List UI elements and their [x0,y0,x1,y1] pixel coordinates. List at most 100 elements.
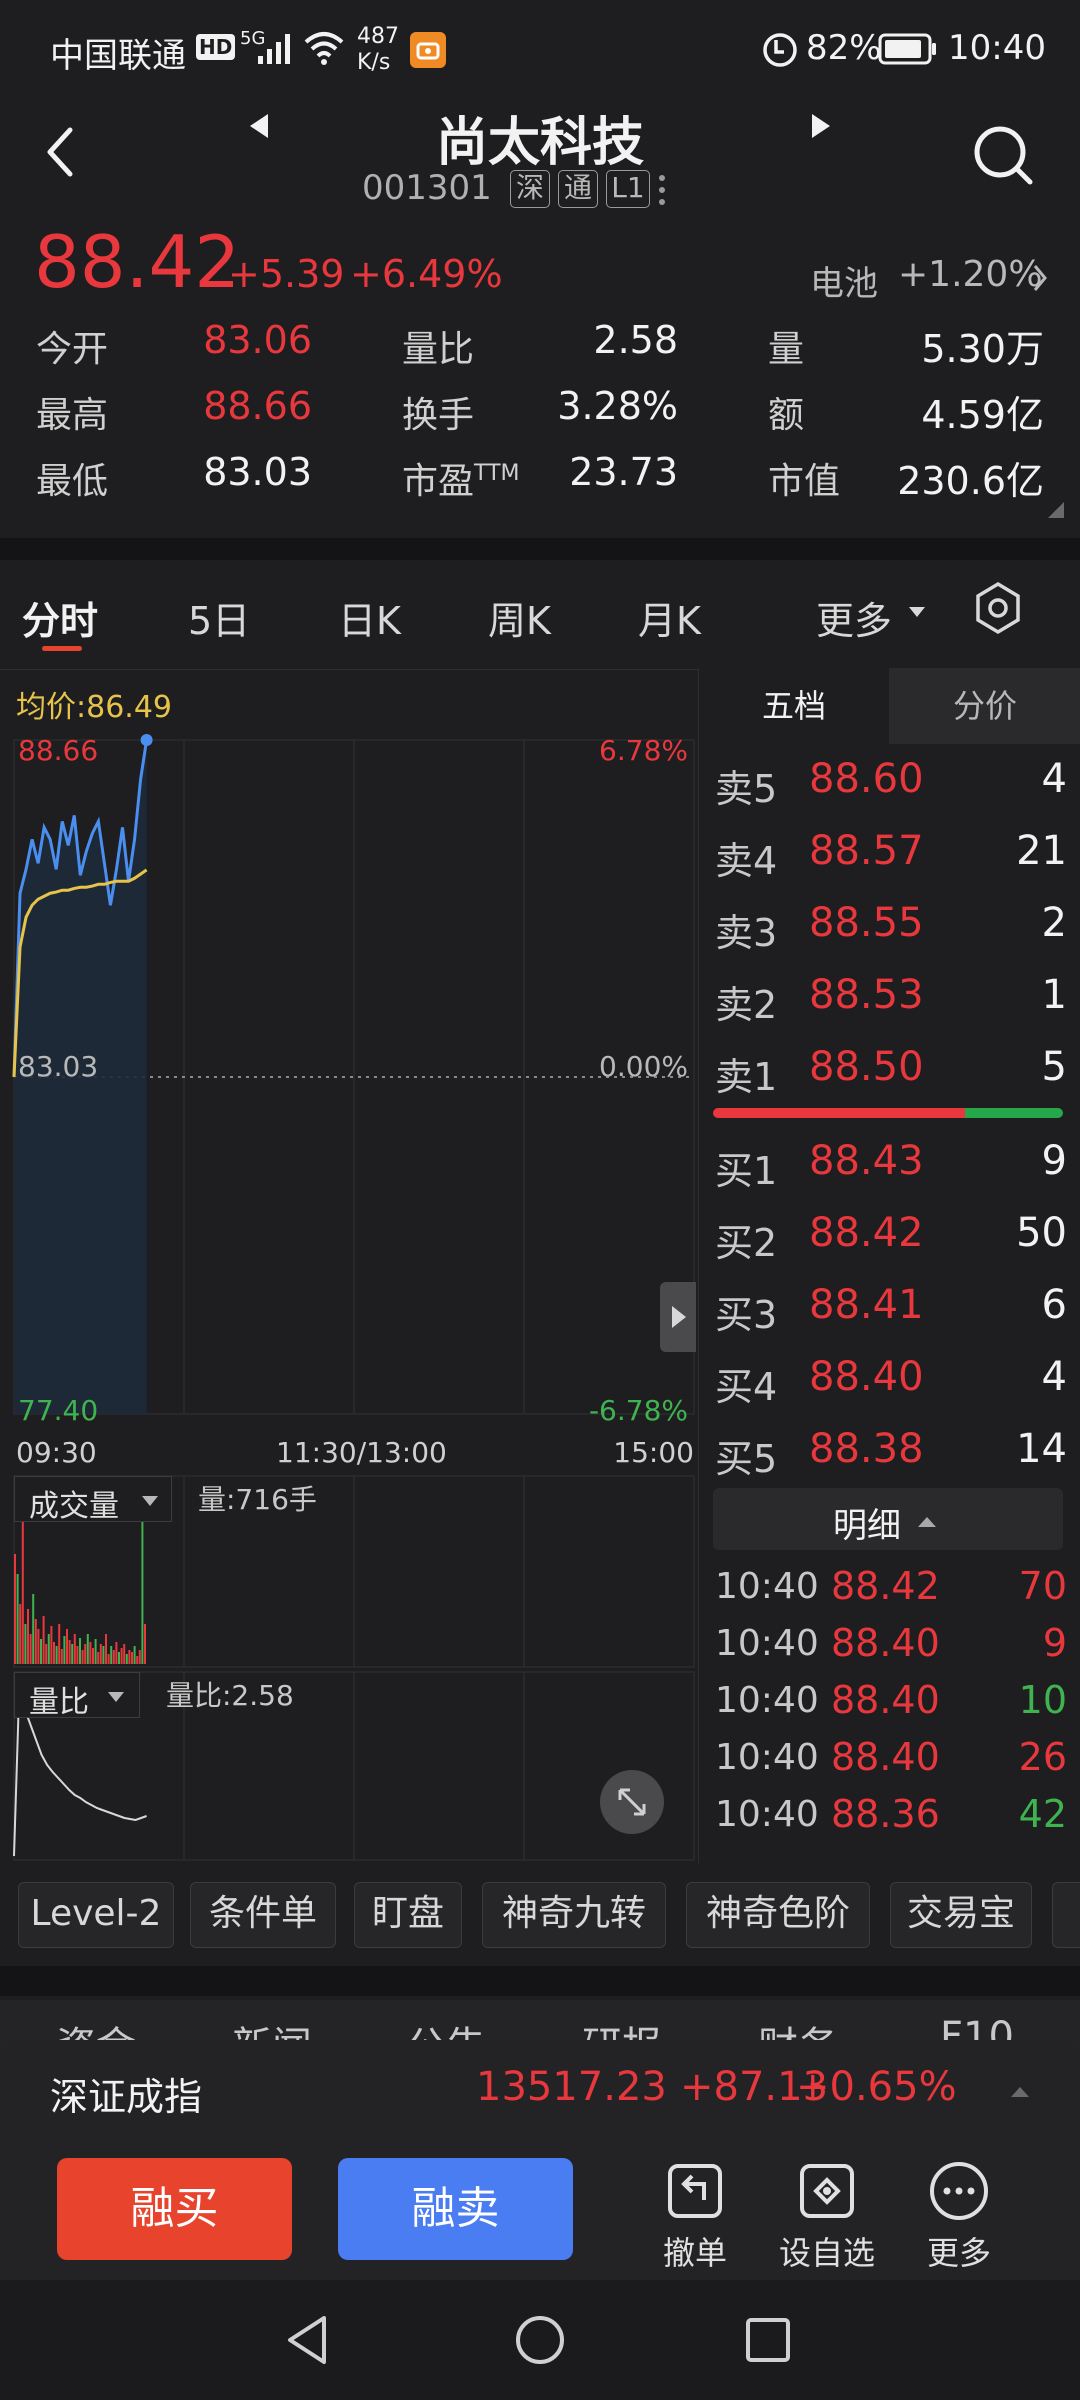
nav-home-icon[interactable] [512,2310,568,2370]
battery-percent: 82% [806,28,882,68]
bid-row[interactable]: 买5 88.38 14 [699,1420,1080,1486]
tab-5day[interactable]: 5日 [188,599,251,643]
index-name: 深证成指 [50,2075,203,2119]
price-line-chart[interactable] [0,728,698,1434]
bid-row[interactable]: 买2 88.42 50 [699,1204,1080,1270]
trade-treasure-button[interactable]: 交易宝 [890,1882,1032,1948]
tick-time: 10:40 [715,1623,819,1664]
cancel-order-icon[interactable] [664,2160,726,2222]
tab-price-distribution[interactable]: 分价 [889,668,1080,744]
tab-intraday[interactable]: 分时 [22,599,99,643]
index-ticker[interactable]: 深证成指 13517.23 +87.13 +0.65% [0,2040,1080,2140]
level2-button[interactable]: Level-2 [18,1882,174,1948]
ratio-selector-label: 量比 [29,1685,89,1720]
tab-daily-k[interactable]: 日K [338,599,401,643]
volume-bar [128,1650,131,1664]
bid-volume: 9 [1041,1138,1067,1184]
magic-color-button[interactable]: 神奇色阶 [686,1882,870,1948]
nav-recents-icon[interactable] [740,2310,796,2370]
sector-name[interactable]: 电池 [810,264,878,304]
nav-back-icon[interactable] [280,2310,336,2370]
index-value: 13517.23 [476,2064,667,2110]
index-change-percent: +0.65% [796,2064,957,2110]
volume-ratio-chart[interactable] [0,1670,698,1863]
volume-bar-chart[interactable] [0,1474,698,1669]
settings-hexagon-icon[interactable] [972,580,1024,636]
sector-change[interactable]: +1.20% [898,254,1043,295]
bid-volume: 4 [1041,1354,1067,1400]
volume-bar [86,1634,89,1664]
back-icon[interactable] [40,122,80,182]
ratio-value-label: 量比:2.58 [166,1679,294,1712]
tab-five-levels[interactable]: 五档 [699,668,889,744]
bid-price: 88.41 [809,1282,924,1328]
add-watchlist-label[interactable]: 设自选 [778,2234,875,2272]
more-dots-icon[interactable] [656,170,668,210]
search-icon[interactable] [968,120,1038,190]
bid-price: 88.38 [809,1426,924,1472]
bid-levels: 买1 88.43 9 买2 88.42 50 买3 88.41 6 买4 88.40 … [699,1132,1080,1492]
market-tag: 深 [510,170,550,208]
stat-label-volume-ratio: 量比 [402,329,475,370]
volume-bar [79,1638,81,1664]
ask-level-label: 卖4 [715,839,778,883]
volume-bar [92,1648,94,1664]
y-axis-mid-label: 83.03 [18,1050,99,1083]
ask-row[interactable]: 卖3 88.55 2 [699,894,1080,960]
volume-bar [73,1634,76,1664]
ask-row[interactable]: 卖1 88.50 5 [699,1038,1080,1104]
volume-bar [16,1574,19,1664]
chevron-right-icon[interactable] [1030,262,1050,294]
stat-label-pe-sup: TTM [474,461,520,486]
more-options-label[interactable]: 更多 [926,2234,991,2272]
caret-down-icon[interactable] [908,604,926,618]
net-speed-value: 487 [357,24,399,49]
volume-bar [76,1646,79,1664]
dropdown-caret-icon [107,1689,125,1703]
volume-bar [94,1639,97,1664]
conditional-order-button[interactable]: 条件单 [190,1882,336,1948]
ratio-selector[interactable]: 量比 [14,1672,140,1720]
ask-row[interactable]: 卖5 88.60 4 [699,750,1080,816]
volume-bar [19,1604,22,1664]
more-options-icon[interactable] [928,2160,990,2222]
ask-row[interactable]: 卖2 88.53 1 [699,966,1080,1032]
volume-value-label: 量:716手 [198,1483,317,1516]
time-mid-label: 11:30/13:00 [276,1436,447,1469]
tab-monthly-k[interactable]: 月K [638,599,701,643]
prev-stock-icon[interactable] [244,106,274,146]
expand-panel-handle[interactable] [660,1282,696,1352]
avg-price-line [12,868,148,1078]
bid-price: 88.42 [809,1210,924,1256]
network-type: 5G [240,28,266,49]
margin-sell-button[interactable]: 融卖 [338,2158,573,2260]
ratio-line [13,1679,147,1857]
cancel-order-label[interactable]: 撤单 [662,2234,727,2272]
tab-more[interactable]: 更多 [816,599,893,643]
bid-row[interactable]: 买1 88.43 9 [699,1132,1080,1198]
y-axis-top-label: 88.66 [18,734,99,767]
volume-bar [47,1634,50,1664]
next-stock-icon[interactable] [806,106,836,146]
fullscreen-button[interactable] [600,1770,664,1834]
magic-nine-button[interactable]: 神奇九转 [482,1882,666,1948]
ask-row[interactable]: 卖4 88.57 21 [699,822,1080,888]
bid-row[interactable]: 买4 88.40 4 [699,1348,1080,1414]
volume-selector[interactable]: 成交量 [14,1476,172,1524]
expand-corner-icon[interactable] [1046,500,1066,520]
tab-weekly-k[interactable]: 周K [488,599,551,643]
watch-button[interactable]: 盯盘 [354,1882,462,1948]
status-bar: 中国联通 HD 5G 487 K/s 82% 10:40 [0,0,1080,100]
margin-buy-button[interactable]: 融买 [57,2158,292,2260]
caret-up-icon[interactable] [1010,2084,1030,2098]
bid-row[interactable]: 买3 88.41 6 [699,1276,1080,1342]
add-watchlist-icon[interactable] [796,2160,858,2222]
volume-bar [37,1629,40,1664]
volume-bar [144,1624,146,1664]
detail-toggle[interactable]: 明细 [713,1488,1063,1550]
volume-bar [68,1640,71,1664]
volume-bar [136,1656,139,1664]
ask-level-label: 卖2 [715,983,778,1027]
price-change-percent: +6.49% [350,252,503,296]
tick-time: 10:40 [715,1737,819,1778]
